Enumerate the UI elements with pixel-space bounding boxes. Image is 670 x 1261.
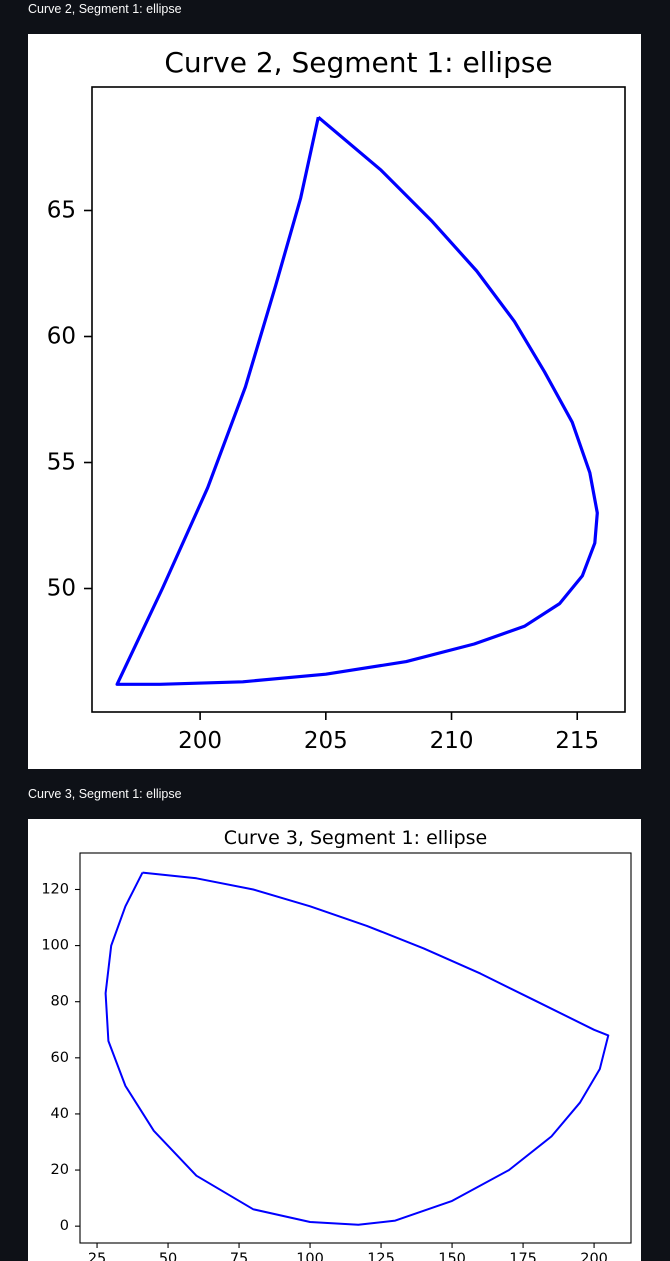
y-tick-label: 40	[51, 1106, 69, 1122]
x-tick-label: 200	[178, 728, 222, 754]
y-tick-label: 20	[51, 1162, 69, 1178]
x-tick-label: 50	[159, 1251, 177, 1261]
y-tick-label: 80	[51, 994, 69, 1010]
x-tick-label: 75	[230, 1251, 248, 1261]
series-line-1	[115, 115, 599, 686]
chart-2-svg: Curve 3, Segment 1: ellipse 25 50 75 100 125 1…	[41, 827, 632, 1261]
x-tick-label: 215	[555, 728, 599, 754]
plot-frame	[91, 86, 626, 713]
chart-title: Curve 2, Segment 1: ellipse	[164, 46, 552, 79]
plot-frame	[79, 852, 632, 1244]
y-tick-label: 120	[41, 881, 69, 897]
y-tick-label: 50	[47, 576, 76, 602]
chart-title: Curve 3, Segment 1: ellipse	[224, 827, 488, 849]
x-tick-label: 25	[88, 1251, 106, 1261]
y-tick-label: 60	[47, 323, 76, 349]
x-tick-label: 210	[430, 728, 474, 754]
x-tick-label: 125	[367, 1251, 395, 1261]
series-line-1	[104, 871, 610, 1226]
chart-figure-1: Curve 2, Segment 1: ellipse 200 205 210 215 5…	[28, 34, 641, 769]
chart-1-svg: Curve 2, Segment 1: ellipse 200 205 210 215 5…	[47, 46, 626, 754]
y-tick-label: 65	[47, 197, 76, 223]
x-tick-label: 100	[296, 1251, 324, 1261]
y-tick-label: 60	[51, 1050, 69, 1066]
x-tick-label: 205	[304, 728, 348, 754]
chart-figure-2: Curve 3, Segment 1: ellipse 25 50 75 100 125 1…	[28, 819, 641, 1261]
figure-caption-2: Curve 3, Segment 1: ellipse	[28, 787, 182, 801]
figure-caption-1: Curve 2, Segment 1: ellipse	[28, 2, 182, 16]
x-tick-label: 175	[509, 1251, 537, 1261]
x-tick-label: 150	[438, 1251, 466, 1261]
x-tick-label: 200	[580, 1251, 608, 1261]
y-tick-label: 0	[60, 1218, 69, 1234]
y-tick-label: 100	[41, 938, 69, 954]
y-tick-label: 55	[47, 450, 76, 476]
